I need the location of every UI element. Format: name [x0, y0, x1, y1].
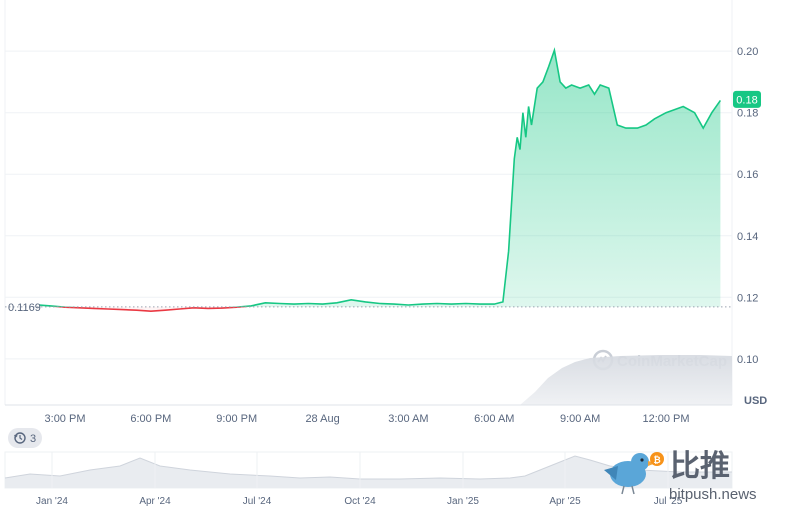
- x-tick-label: 3:00 PM: [45, 413, 86, 425]
- events-badge[interactable]: 3: [8, 428, 42, 448]
- bitpush-cn-name: 比推: [670, 450, 730, 483]
- x-tick-label: 6:00 PM: [130, 413, 171, 425]
- y-tick-label: 0.14: [737, 231, 758, 243]
- price-line-below: [52, 306, 250, 313]
- x-tick-label: 6:00 AM: [474, 413, 514, 425]
- navigator-tick-label: Jan '25: [447, 496, 479, 507]
- y-tick-label: 0.20: [737, 46, 758, 58]
- navigator-tick-label: Jul '24: [243, 496, 272, 507]
- history-clock-icon: [14, 432, 26, 444]
- events-badge-count: 3: [30, 433, 36, 445]
- current-price-tag-bg: [733, 90, 761, 108]
- navigator-x-axis: Jan '24 Apr '24 Jul '24 Oct '24 Jan '25 Apr '…: [36, 452, 683, 507]
- x-tick-label: 28 Aug: [305, 413, 339, 425]
- navigator-history-area: [5, 456, 732, 488]
- bitpush-en-name: bitpush.news: [669, 486, 757, 503]
- x-tick-label: 3:00 AM: [388, 413, 428, 425]
- volume-area: [520, 355, 732, 405]
- price-line-above: [39, 47, 722, 307]
- price-area-above: [39, 50, 721, 307]
- navigator-tick-label: Apr '24: [139, 496, 171, 507]
- navigator-tick-label: Apr '25: [549, 496, 581, 507]
- navigator-tick-label: Jan '24: [36, 496, 68, 507]
- y-tick-label: 0.16: [737, 169, 758, 181]
- currency-label: USD: [744, 395, 767, 407]
- range-navigator[interactable]: Jan '24 Apr '24 Jul '24 Oct '24 Jan '25 Apr '…: [4, 451, 733, 507]
- x-tick-label: 12:00 PM: [642, 413, 689, 425]
- y-tick-label: 0.18: [737, 108, 758, 120]
- y-tick-label: 0.12: [737, 292, 758, 304]
- navigator-tick-label: Jul '25: [654, 496, 683, 507]
- y-axis: 0.10 0.12 0.14 0.16 0.18 0.20: [737, 46, 758, 366]
- x-tick-label: 9:00 PM: [216, 413, 257, 425]
- x-tick-label: 9:00 AM: [560, 413, 600, 425]
- x-axis: 3:00 PM 6:00 PM 9:00 PM 28 Aug 3:00 AM 6:00 A…: [45, 413, 690, 425]
- current-price-tag: 0.18: [733, 90, 761, 108]
- y-tick-label: 0.10: [737, 354, 758, 366]
- price-area-below: [61, 306, 241, 312]
- reference-price-label: 0.1169: [8, 302, 41, 314]
- current-price-tag-text: 0.18: [736, 94, 757, 106]
- navigator-history-line: [4, 455, 732, 480]
- bitpush-logo: ₿ 比推 bitpush.news: [604, 450, 757, 503]
- navigator-tick-label: Oct '24: [344, 496, 376, 507]
- svg-text:₿: ₿: [653, 455, 660, 465]
- y-gridlines: [5, 50, 732, 360]
- bitcoin-coin-icon: ₿: [650, 452, 664, 466]
- bird-icon: [604, 453, 656, 495]
